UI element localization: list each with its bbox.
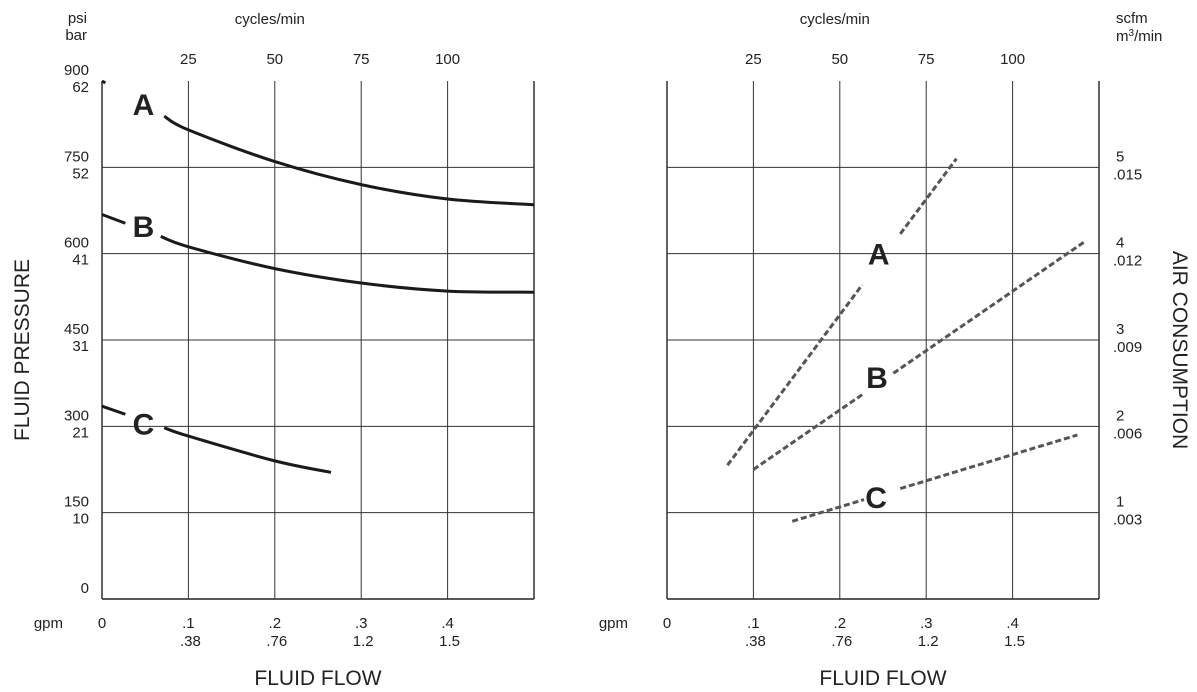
series-line-c [101,404,126,416]
x-unit-gpm: gpm [599,615,628,632]
series-line-b [892,239,1087,375]
y-axis-title: FLUID PRESSURE [11,259,34,441]
series-line-a [726,283,864,467]
top-tick-label: 25 [180,51,197,68]
y-tick-scfm: 2 [1116,407,1124,424]
x-tick-gpm: .3 [355,615,368,632]
x-tick-lpm: .38 [180,633,201,650]
y-tick-m3min: .015 [1113,166,1142,183]
top-axis-label: cycles/min [235,11,305,28]
y-tick-m3min: .009 [1113,339,1142,356]
y-tick-psi: 150 [64,494,89,511]
series-label-a: A [133,89,155,122]
y-tick-psi: 750 [64,148,89,165]
y-axis-title: AIR CONSUMPTION [1168,251,1191,449]
y-unit-scfm: scfm [1116,10,1148,27]
y-tick-bar: 31 [72,338,89,355]
y-tick-psi: 300 [64,407,89,424]
series-line-a [899,157,958,235]
y-tick-bar: 52 [72,165,89,182]
top-axis-label: cycles/min [800,11,870,28]
y-tick-scfm: 3 [1116,321,1124,338]
top-tick-label: 75 [353,51,370,68]
chart-2: 25 50 75 100cycles/min1.0032.0063.0094.0125… [599,10,1191,690]
y-tick-scfm: 1 [1116,494,1124,511]
series-line-a [101,79,107,85]
x-tick-lpm: .76 [266,633,287,650]
x-unit-gpm: gpm [34,615,63,632]
x-tick-gpm: 0 [663,615,671,632]
y-tick-scfm: 4 [1116,235,1124,252]
series-line-c [163,426,332,474]
y-tick-scfm: 5 [1116,148,1124,165]
y-tick-m3min: .006 [1113,425,1142,442]
series-line-b [101,213,126,225]
x-tick-lpm: 1.5 [1004,633,1025,650]
series-line-b [752,392,865,471]
y-unit-m3min: m3/min [1116,28,1162,46]
y-tick-psi: 900 [64,62,89,79]
x-tick-gpm: .4 [441,615,454,632]
x-tick-gpm: .4 [1006,615,1019,632]
y-tick-bar: 21 [72,424,89,441]
x-tick-lpm: .38 [745,633,766,650]
x-tick-gpm: .2 [269,615,282,632]
top-tick-label: 50 [266,51,283,68]
y-tick-m3min: .003 [1113,512,1142,529]
top-tick-label: 25 [745,51,762,68]
x-tick-gpm: 0 [98,615,106,632]
y-tick-psi: 450 [64,321,89,338]
x-axis-title: FLUID FLOW [819,667,946,690]
y-tick-bar: 62 [72,79,89,96]
x-axis-title: FLUID FLOW [254,667,381,690]
series-label-a: A [868,239,890,272]
top-tick-label: 100 [435,51,460,68]
x-tick-lpm: 1.5 [439,633,460,650]
y-tick-bar: 10 [72,511,89,528]
x-tick-gpm: .1 [747,615,760,632]
x-tick-lpm: 1.2 [918,633,939,650]
series-line-b [160,235,535,294]
top-tick-label: 50 [831,51,848,68]
x-tick-gpm: .3 [920,615,933,632]
series-line-c [791,498,865,523]
y-tick-psi: 600 [64,235,89,252]
series-label-c: C [133,408,155,441]
top-tick-label: 75 [918,51,935,68]
series-line-c [899,433,1078,491]
series-line-a [163,114,535,207]
series-label-b: B [133,211,155,244]
x-tick-lpm: .76 [831,633,852,650]
y-unit-bar: bar [65,27,87,44]
y-tick-psi: 0 [81,580,89,597]
x-tick-gpm: .2 [834,615,847,632]
y-tick-m3min: .012 [1113,253,1142,270]
y-unit-psi: psi [68,10,87,27]
x-tick-lpm: 1.2 [353,633,374,650]
x-tick-gpm: .1 [182,615,195,632]
series-label-c: C [865,482,887,515]
top-tick-label: 100 [1000,51,1025,68]
y-tick-bar: 41 [72,252,89,269]
series-label-b: B [866,362,888,395]
